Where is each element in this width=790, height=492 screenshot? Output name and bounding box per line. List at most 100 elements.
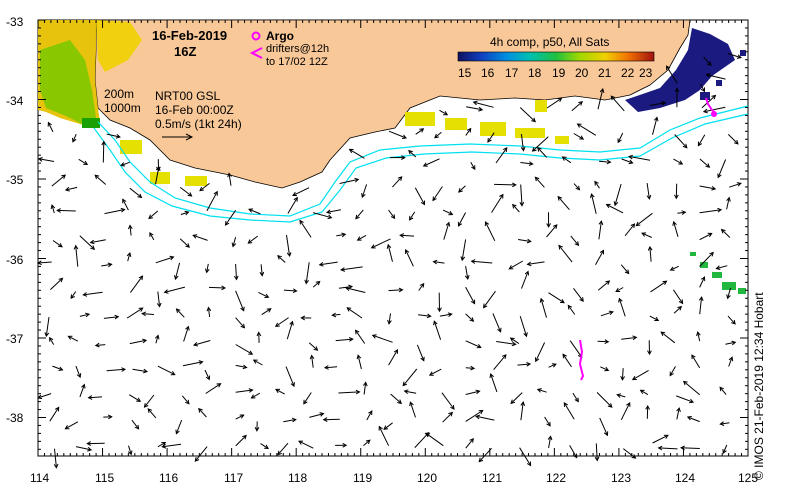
current-arrow <box>292 187 310 196</box>
isobath-label-200m: 200m <box>104 87 134 101</box>
current-arrow <box>183 326 189 342</box>
current-arrow <box>699 276 705 288</box>
current-arrowhead <box>599 88 605 93</box>
current-arrowhead <box>426 313 432 319</box>
current-arrowhead <box>432 259 438 265</box>
current-arrowhead <box>631 454 637 459</box>
current-arrow <box>38 158 55 162</box>
current-arrowhead <box>348 148 354 154</box>
current-arrowhead <box>187 192 193 197</box>
current-arrowhead <box>574 397 579 403</box>
current-arrowhead <box>419 282 425 288</box>
current-arrow <box>38 393 52 399</box>
current-arrowhead <box>89 239 95 245</box>
current-arrowhead <box>169 255 175 261</box>
current-arrow <box>101 263 112 267</box>
current-arrowhead <box>221 285 227 291</box>
current-arrowhead <box>206 306 212 312</box>
current-arrow <box>104 209 125 215</box>
current-arrow <box>355 330 366 344</box>
current-arrowhead <box>248 388 254 393</box>
current-scale-label: 0.5m/s (1kt 24h) <box>155 117 242 131</box>
current-arrowhead <box>447 312 453 317</box>
current-arrow <box>520 402 524 421</box>
current-arrow <box>174 262 181 280</box>
current-arrowhead <box>615 287 621 292</box>
current-arrowhead <box>115 134 121 139</box>
current-arrow <box>363 382 367 395</box>
current-arrow <box>471 260 493 264</box>
current-arrowhead <box>475 389 481 395</box>
current-arrowhead <box>137 193 143 199</box>
current-arrowhead <box>434 133 439 139</box>
current-arrow <box>729 182 742 188</box>
current-arrow <box>106 133 121 138</box>
current-arrowhead <box>266 308 272 313</box>
current-arrow <box>703 56 712 66</box>
current-arrow <box>621 368 624 380</box>
current-arrowhead <box>428 371 434 376</box>
current-arrowhead <box>378 425 383 431</box>
lon-tick-label: 116 <box>159 471 178 485</box>
current-arrowhead <box>404 248 410 254</box>
current-arrow <box>90 239 106 244</box>
current-arrow <box>50 277 63 290</box>
current-arrow <box>537 388 547 393</box>
current-arrow <box>458 212 467 227</box>
current-arrowhead <box>156 302 162 308</box>
current-arrow <box>52 240 63 248</box>
current-arrow <box>429 368 442 376</box>
current-arrow <box>75 446 92 451</box>
current-arrow <box>425 432 444 447</box>
current-arrow <box>287 197 298 214</box>
imos-credit: © IMOS 21-Feb-2019 12:34 Hobart <box>752 292 766 480</box>
current-arrowhead <box>371 334 377 339</box>
current-arrow <box>606 204 624 214</box>
current-arrowhead <box>676 407 681 413</box>
current-arrow <box>122 199 129 211</box>
land-western-australia <box>94 19 691 189</box>
current-arrow <box>465 286 476 304</box>
current-arrow <box>458 185 466 193</box>
lat-tick-label: -38 <box>6 411 24 425</box>
current-arrow <box>416 344 425 361</box>
drifter-track-south <box>578 339 585 381</box>
current-arrow <box>323 418 340 421</box>
current-arrowhead <box>686 416 692 421</box>
current-arrow <box>205 383 221 394</box>
current-arrowhead <box>624 269 630 275</box>
current-arrowhead <box>731 319 736 325</box>
current-arrow <box>409 211 416 221</box>
current-arrowhead <box>368 410 373 416</box>
current-arrowhead <box>304 279 309 285</box>
current-arrow <box>699 158 710 168</box>
current-arrow <box>277 255 286 263</box>
current-arrowhead <box>628 159 634 165</box>
current-arrowhead <box>552 224 558 229</box>
colorbar-tick: 19 <box>552 66 566 80</box>
current-arrowhead <box>291 417 297 423</box>
current-arrow <box>699 83 705 92</box>
current-arrow <box>701 95 716 109</box>
current-arrow <box>677 211 686 214</box>
current-arrow <box>79 384 85 398</box>
current-arrow <box>49 407 60 422</box>
current-arrow <box>418 283 425 291</box>
current-arrowhead <box>398 287 404 293</box>
current-arrow <box>47 122 54 133</box>
current-arrowhead <box>286 252 292 258</box>
colorbar-tick: 23 <box>639 66 653 80</box>
current-arrowhead <box>355 389 361 395</box>
current-arrowhead <box>669 371 674 377</box>
current-arrow <box>157 442 166 448</box>
current-arrow <box>439 109 448 116</box>
current-arrow <box>569 340 583 358</box>
current-arrowhead <box>457 221 463 227</box>
current-arrowhead <box>356 354 362 360</box>
argo-legend-label: Argo <box>266 29 294 43</box>
axis-tick-marks <box>37 19 749 456</box>
current-arrow <box>415 128 424 135</box>
current-arrowhead <box>354 177 360 183</box>
current-arrowhead <box>355 329 360 335</box>
current-arrowhead <box>674 194 679 200</box>
